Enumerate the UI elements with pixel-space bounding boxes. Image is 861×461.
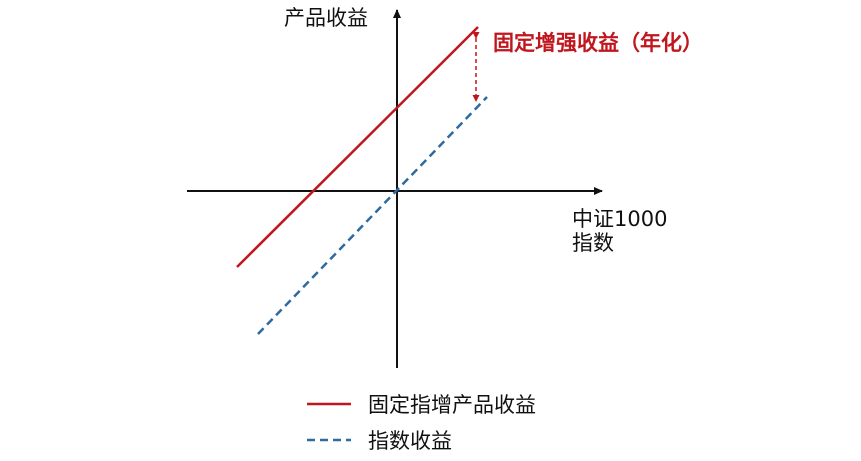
y-axis-label: 产品收益 (284, 6, 368, 30)
legend-item-index-label: 指数收益 (368, 429, 452, 453)
fixed-enhanced-return-line (236, 26, 479, 268)
x-axis-label-line2: 指数 (572, 231, 614, 255)
x-axis-label: 中证1000 指数 (572, 207, 667, 255)
legend-item-fixed-enhanced-label: 固定指增产品收益 (368, 393, 536, 417)
x-axis-label-line1: 中证1000 (572, 207, 668, 231)
index-return-line (257, 96, 488, 335)
enhanced-return-annotation: 固定增强收益（年化） (493, 31, 703, 55)
